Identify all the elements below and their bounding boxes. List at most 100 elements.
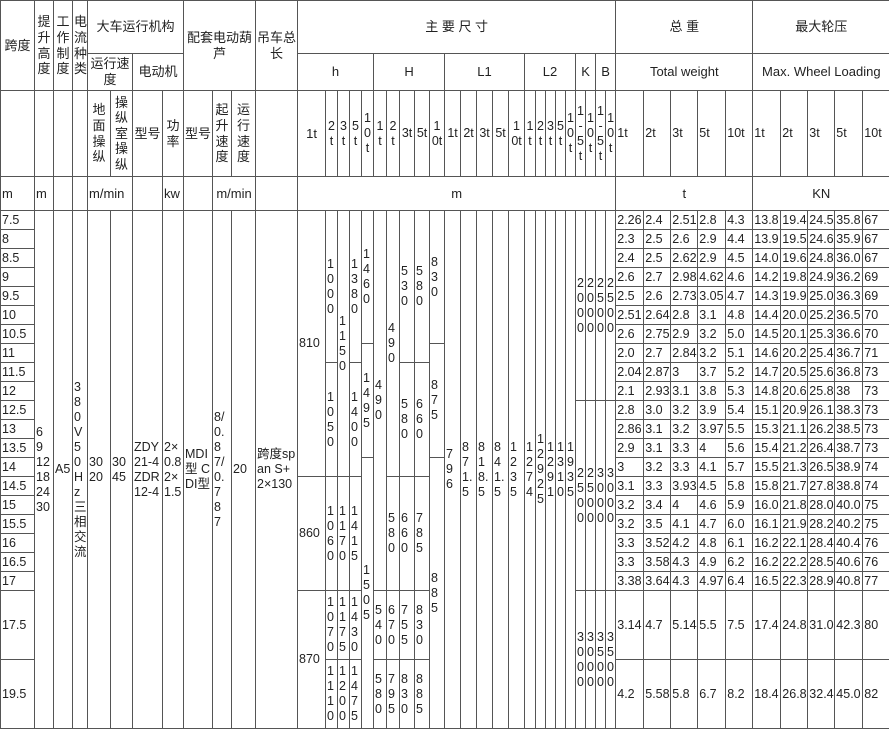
header-load-10t: 10t bbox=[862, 90, 889, 177]
max-load-value: 28.0 bbox=[807, 495, 836, 515]
max-load-value: 45.0 bbox=[834, 659, 864, 729]
total-weight-value: 3.1 bbox=[643, 438, 672, 458]
total-weight-value: 4.3 bbox=[725, 210, 754, 230]
total-weight-value: 5.8 bbox=[725, 476, 754, 496]
total-weight-value: 6.1 bbox=[725, 533, 754, 553]
total-weight-value: 2.8 bbox=[697, 210, 727, 230]
max-load-value: 25.3 bbox=[807, 324, 836, 344]
table-row: 11 1495 875 2.0 2.7 2.84 3.2 5.1 14.6 20.2 25.4 36.… bbox=[0, 343, 889, 458]
max-load-value: 16.2 bbox=[752, 533, 782, 553]
total-weight-value: 2.04 bbox=[615, 362, 645, 382]
blank-cell bbox=[34, 90, 54, 177]
total-weight-value: 2.98 bbox=[670, 267, 699, 287]
dimension-value: 3000 bbox=[605, 400, 617, 591]
total-weight-value: 4.2 bbox=[670, 533, 699, 553]
span-value: 8.5 bbox=[0, 248, 35, 268]
table-row: 12 2.1 2.93 3.1 3.8 5.3 14.8 20.6 25.8 38 73 bbox=[0, 381, 889, 401]
max-load-value: 67 bbox=[862, 229, 889, 249]
max-load-value: 27.8 bbox=[807, 476, 836, 496]
unit-lift-height: m bbox=[34, 176, 54, 211]
unit-weight: t bbox=[615, 176, 754, 211]
table-row: 17.5 870 1070 1175 1430 540 670 755 830 3000 3000 3… bbox=[0, 590, 889, 729]
max-load-value: 19.8 bbox=[780, 267, 809, 287]
span-value: 16.5 bbox=[0, 552, 35, 572]
total-weight-value: 6.4 bbox=[725, 571, 754, 591]
total-weight-value: 5.9 bbox=[725, 495, 754, 515]
total-weight-value: 3.52 bbox=[643, 533, 672, 553]
max-load-value: 21.2 bbox=[780, 438, 809, 458]
total-weight-value: 2.73 bbox=[670, 286, 699, 306]
max-load-value: 74 bbox=[862, 457, 889, 477]
dimension-value: 1200 bbox=[337, 659, 351, 729]
max-load-value: 74 bbox=[862, 476, 889, 496]
table-row: 13.5 2.9 3.1 3.3 4 5.6 15.4 21.2 26.4 38.7 73 bbox=[0, 438, 889, 458]
header-B-10t: 10t bbox=[605, 90, 617, 177]
max-load-value: 19.4 bbox=[780, 210, 809, 230]
header-load-3t: 3t bbox=[807, 90, 836, 177]
total-weight-value: 4.9 bbox=[697, 552, 727, 572]
max-load-value: 24.5 bbox=[807, 210, 836, 230]
total-weight-value: 2.8 bbox=[615, 400, 645, 420]
max-load-value: 28.5 bbox=[807, 552, 836, 572]
total-weight-value: 4.2 bbox=[615, 659, 645, 729]
dimension-value: 1505 bbox=[361, 457, 375, 729]
total-weight-value: 3.2 bbox=[615, 514, 645, 534]
total-weight-value: 5.4 bbox=[725, 400, 754, 420]
max-load-value: 40.0 bbox=[834, 495, 864, 515]
header-weight-5t: 5t bbox=[697, 90, 727, 177]
max-load-value: 69 bbox=[862, 267, 889, 287]
max-load-value: 22.3 bbox=[780, 571, 809, 591]
total-weight-value: 2.26 bbox=[615, 210, 645, 230]
max-load-value: 21.8 bbox=[780, 495, 809, 515]
total-weight-value: 4.3 bbox=[670, 552, 699, 572]
header-H-3t: 3t bbox=[399, 90, 416, 177]
cab-op-speed: 30 45 bbox=[110, 210, 133, 729]
header-travel-speed: 运行速度 bbox=[87, 53, 133, 91]
max-load-value: 15.8 bbox=[752, 476, 782, 496]
header-load-1t: 1t bbox=[752, 90, 782, 177]
header-h-3t: 3t bbox=[337, 90, 351, 177]
motor-types: ZDY21-4 ZDR12-4 bbox=[132, 210, 163, 729]
total-weight-value: 2.6 bbox=[643, 286, 672, 306]
blank-cell bbox=[53, 90, 73, 177]
dimension-value: 490 bbox=[373, 210, 388, 591]
max-load-value: 24.8 bbox=[780, 590, 809, 660]
header-span: 跨度 bbox=[0, 0, 35, 91]
header-hoist-travel-speed: 运行速度 bbox=[231, 90, 257, 177]
dimension-value: 1170 bbox=[337, 476, 351, 591]
total-weight-value: 6.7 bbox=[697, 659, 727, 729]
max-load-value: 16.5 bbox=[752, 571, 782, 591]
max-load-value: 24.6 bbox=[807, 229, 836, 249]
max-load-value: 40.2 bbox=[834, 514, 864, 534]
total-weight-value: 2.1 bbox=[615, 381, 645, 401]
total-weight-value: 2.9 bbox=[670, 324, 699, 344]
max-load-value: 36.2 bbox=[834, 267, 864, 287]
table-row: 13 2.86 3.1 3.2 3.97 5.5 15.3 21.1 26.2 38.5 73 bbox=[0, 419, 889, 439]
max-load-value: 22.2 bbox=[780, 552, 809, 572]
max-load-value: 20.1 bbox=[780, 324, 809, 344]
blank-cell bbox=[72, 176, 88, 211]
unit-span: m bbox=[0, 176, 35, 211]
max-load-value: 35.8 bbox=[834, 210, 864, 230]
total-weight-value: 3.3 bbox=[615, 552, 645, 572]
span-value: 17 bbox=[0, 571, 35, 591]
hoist-lift-speed: 8/0.8 7/0.7 8 7 bbox=[212, 210, 233, 729]
dimension-value: 1235 bbox=[508, 210, 526, 729]
total-weight-value: 3 bbox=[615, 457, 645, 477]
current-type: 380V50Hz三相交流 bbox=[72, 210, 88, 729]
max-load-value: 38 bbox=[834, 381, 864, 401]
span-value: 9.5 bbox=[0, 286, 35, 306]
total-weight-value: 3.97 bbox=[697, 419, 727, 439]
total-weight-value: 4.6 bbox=[697, 495, 727, 515]
header-dim-L2: L2 bbox=[524, 53, 577, 91]
max-load-value: 71 bbox=[862, 343, 889, 363]
max-load-value: 15.4 bbox=[752, 438, 782, 458]
max-load-value: 21.3 bbox=[780, 457, 809, 477]
max-load-value: 76 bbox=[862, 552, 889, 572]
header-H-2t: 2t bbox=[386, 90, 401, 177]
max-load-value: 77 bbox=[862, 571, 889, 591]
dimension-value: 1150 bbox=[337, 210, 351, 477]
dimension-value: 755 bbox=[399, 590, 416, 660]
total-weight-value: 5.3 bbox=[725, 381, 754, 401]
dimension-value: 580 bbox=[399, 362, 416, 477]
